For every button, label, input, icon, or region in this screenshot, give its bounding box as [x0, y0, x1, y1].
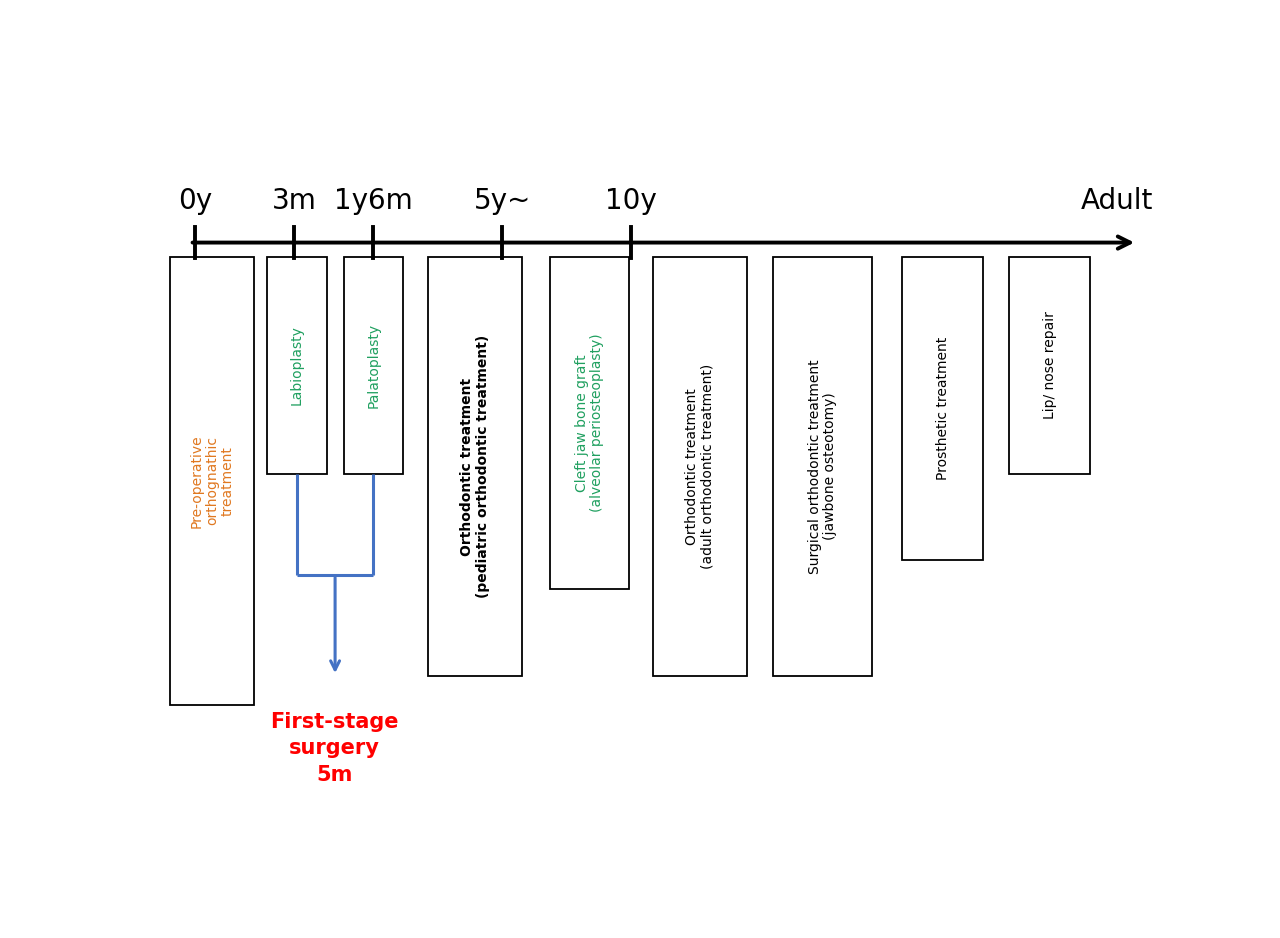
Text: 0y: 0y: [178, 187, 211, 215]
Text: 3m: 3m: [271, 187, 316, 215]
Text: Lip/ nose repair: Lip/ nose repair: [1043, 311, 1057, 419]
Text: Orthodontic treatment
(adult orthodontic treatment): Orthodontic treatment (adult orthodontic…: [685, 364, 716, 569]
Bar: [428, 257, 522, 676]
Bar: [902, 257, 983, 560]
Text: Palatoplasty: Palatoplasty: [366, 323, 380, 408]
Bar: [170, 257, 255, 704]
Text: Surgical orthodontic treatment
(jawbone osteotomy): Surgical orthodontic treatment (jawbone …: [808, 359, 837, 574]
Text: 5y~: 5y~: [474, 187, 531, 215]
Bar: [653, 257, 748, 676]
Text: Pre-operative
orthognathic
treatment: Pre-operative orthognathic treatment: [189, 434, 234, 528]
Text: Orthodontic treatment
(pediatric orthodontic treatment): Orthodontic treatment (pediatric orthodo…: [460, 335, 490, 598]
Bar: [550, 257, 630, 589]
Text: 10y: 10y: [605, 187, 657, 215]
Bar: [1009, 257, 1091, 474]
Text: Adult: Adult: [1082, 187, 1153, 215]
Text: Prosthetic treatment: Prosthetic treatment: [936, 337, 950, 480]
Bar: [773, 257, 872, 676]
Text: Cleft jaw bone graft
(alveolar periosteoplasty): Cleft jaw bone graft (alveolar periosteo…: [575, 334, 604, 512]
Bar: [268, 257, 326, 474]
Bar: [343, 257, 403, 474]
Text: 1y6m: 1y6m: [334, 187, 412, 215]
Text: First-stage
surgery
5m: First-stage surgery 5m: [270, 712, 399, 784]
Text: Labioplasty: Labioplasty: [289, 325, 303, 405]
